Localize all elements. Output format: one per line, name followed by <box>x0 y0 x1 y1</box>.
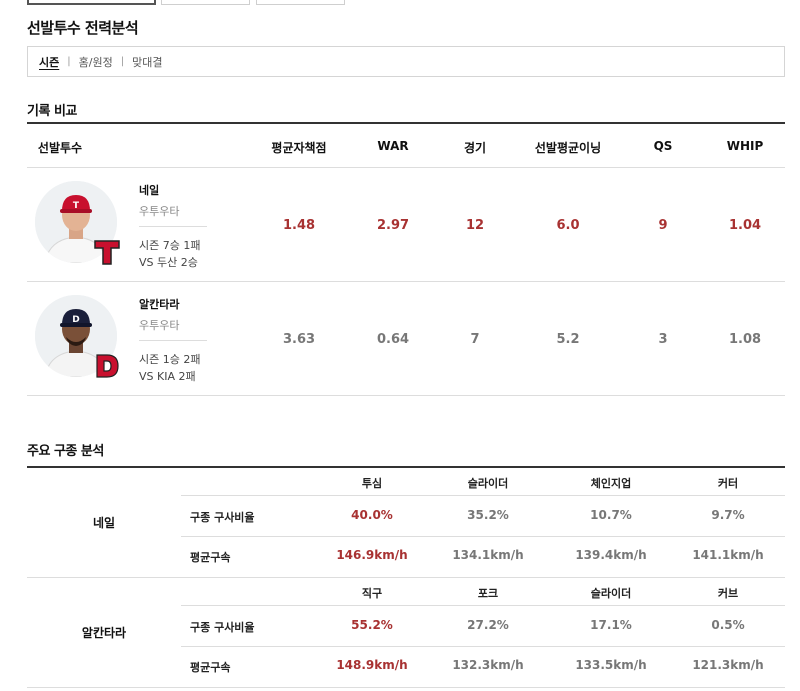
top-tab-2[interactable] <box>161 0 250 5</box>
row-divider <box>181 495 785 496</box>
speed-label: 평균구속 <box>190 551 231 564</box>
top-tab-3[interactable] <box>256 0 345 5</box>
pitch-type-header: 체인지업 <box>590 477 632 490</box>
record-table: 선발투수 평균자책점 WAR 경기 선발평균이닝 QS WHIP T 네일 우투… <box>27 122 785 396</box>
qs-value: 9 <box>658 218 668 233</box>
war-value: 2.97 <box>376 218 410 233</box>
pitcher-name[interactable]: 알칸타라 <box>139 298 180 311</box>
speed-label: 평균구속 <box>190 661 231 674</box>
ratio-value: 9.7% <box>711 508 745 522</box>
pitcher-name[interactable]: 네일 <box>139 184 160 197</box>
pitch-type-header: 커브 <box>717 587 739 600</box>
avg-innings-value: 5.2 <box>556 332 580 347</box>
header-whip: WHIP <box>726 139 764 153</box>
speed-value: 121.3km/h <box>692 658 764 672</box>
pitcher-avatar: T <box>35 181 117 263</box>
top-tab-1[interactable] <box>27 0 156 5</box>
pitcher-throws: 우투우타 <box>139 205 180 218</box>
vs-record: VS 두산 2승 <box>139 256 198 269</box>
speed-value: 132.3km/h <box>452 658 524 672</box>
team-logo-icon <box>96 354 119 378</box>
row-divider <box>181 605 785 606</box>
pitch-section-title: 주요 구종 분석 <box>27 444 104 459</box>
divider <box>139 226 207 227</box>
speed-value: 133.5km/h <box>575 658 647 672</box>
war-value: 0.64 <box>376 332 410 347</box>
header-games: 경기 <box>463 141 487 155</box>
pitch-type-header: 투심 <box>361 477 383 490</box>
row-divider <box>181 646 785 647</box>
speed-value: 139.4km/h <box>575 548 647 562</box>
pitch-type-header: 슬라이더 <box>467 477 509 490</box>
header-avg-innings: 선발평균이닝 <box>534 141 602 155</box>
avg-innings-value: 6.0 <box>556 218 580 233</box>
pitch-type-header: 직구 <box>361 587 383 600</box>
whip-value: 1.04 <box>728 218 762 233</box>
ratio-label: 구종 구사비율 <box>190 511 255 524</box>
record-section-title: 기록 비교 <box>27 104 77 119</box>
season-record: 시즌 7승 1패 <box>139 239 201 252</box>
ratio-label: 구종 구사비율 <box>190 621 255 634</box>
pitch-group: 알칸타라 직구 포크 슬라이더 커브 구종 구사비율 55.2% 27.2% 1… <box>27 578 785 688</box>
season-record: 시즌 1승 2패 <box>139 353 201 366</box>
ratio-value: 10.7% <box>590 508 632 522</box>
speed-value: 148.9km/h <box>336 658 408 672</box>
pitch-group: 네일 투심 슬라이더 체인지업 커터 구종 구사비율 40.0% 35.2% 1… <box>27 468 785 578</box>
vs-record: VS KIA 2패 <box>139 370 196 383</box>
svg-text:D: D <box>72 315 79 325</box>
speed-value: 134.1km/h <box>452 548 524 562</box>
pitch-table: 네일 투심 슬라이더 체인지업 커터 구종 구사비율 40.0% 35.2% 1… <box>27 466 785 688</box>
whip-value: 1.08 <box>728 332 762 347</box>
era-value: 1.48 <box>282 218 316 233</box>
speed-value: 141.1km/h <box>692 548 764 562</box>
record-header-row: 선발투수 평균자책점 WAR 경기 선발평균이닝 QS WHIP <box>27 124 785 168</box>
era-value: 3.63 <box>282 332 316 347</box>
pitch-type-header: 커터 <box>717 477 739 490</box>
ratio-value: 40.0% <box>351 508 393 522</box>
ratio-value: 55.2% <box>351 618 393 632</box>
pitch-group-name: 네일 <box>92 516 116 530</box>
pitch-group-name: 알칸타라 <box>81 626 127 640</box>
subnav-season[interactable]: 시즌 <box>39 55 60 69</box>
subnav-head-to-head[interactable]: 맞대결 <box>132 55 163 69</box>
divider <box>139 340 207 341</box>
subnav-separator: | <box>67 56 71 67</box>
pitcher-row: D 알칸타라 우투우타 시즌 1승 2패 VS KIA 2패 3.63 0.64… <box>27 282 785 396</box>
ratio-value: 0.5% <box>711 618 745 632</box>
page-title: 선발투수 전력분석 <box>27 19 139 37</box>
svg-text:T: T <box>73 201 80 211</box>
games-value: 7 <box>470 332 480 347</box>
pitcher-row: T 네일 우투우타 시즌 7승 1패 VS 두산 2승 1.48 2.97 12… <box>27 168 785 282</box>
player-photo-icon: T <box>35 181 117 263</box>
row-divider <box>181 536 785 537</box>
pitch-type-header: 슬라이더 <box>590 587 632 600</box>
ratio-value: 17.1% <box>590 618 632 632</box>
subnav-separator: | <box>120 56 125 67</box>
games-value: 12 <box>465 218 485 233</box>
speed-value: 146.9km/h <box>336 548 408 562</box>
subnav: 시즌 | 홈/원정 | 맞대결 <box>27 46 785 77</box>
header-pitcher: 선발투수 <box>37 141 83 155</box>
ratio-value: 35.2% <box>467 508 509 522</box>
team-logo-icon <box>94 240 120 265</box>
pitch-type-header: 포크 <box>477 587 499 600</box>
pitcher-throws: 우투우타 <box>139 319 180 332</box>
ratio-value: 27.2% <box>467 618 509 632</box>
subnav-home-away[interactable]: 홈/원정 <box>78 55 113 69</box>
header-qs: QS <box>653 139 673 153</box>
qs-value: 3 <box>658 332 668 347</box>
header-war: WAR <box>377 139 409 153</box>
header-era: 평균자책점 <box>271 141 327 155</box>
